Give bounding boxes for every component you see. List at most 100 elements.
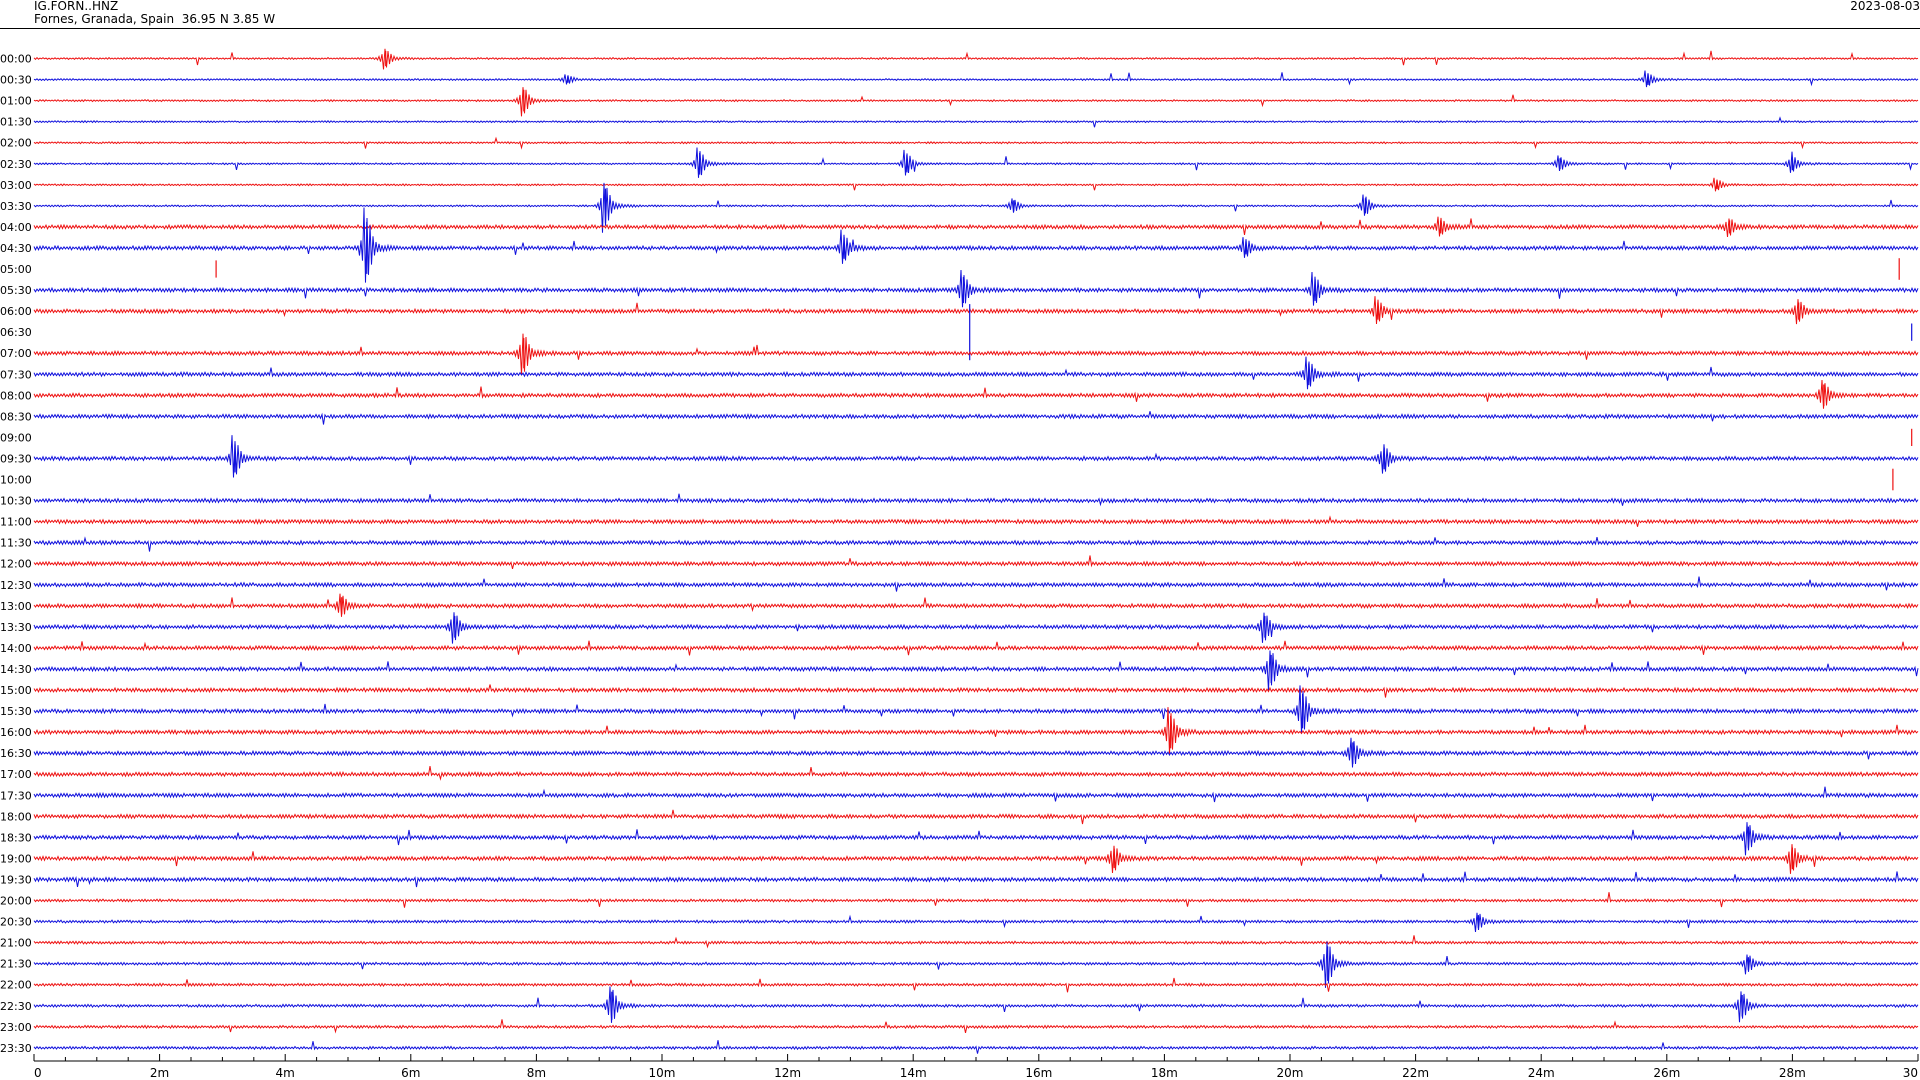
trace-line <box>33 707 1919 755</box>
row-time-label: 08:30 <box>0 410 32 423</box>
row-time-label: 09:00 <box>0 431 32 444</box>
row-time-label: 05:00 <box>0 263 32 276</box>
trace-line <box>33 177 1919 192</box>
trace-line <box>33 87 1919 117</box>
row-time-label: 12:00 <box>0 558 32 571</box>
row-time-label: 21:30 <box>0 958 32 971</box>
x-tick-label: 22m <box>1402 1066 1429 1080</box>
row-time-label: 22:30 <box>0 1000 32 1013</box>
row-time-label: 18:00 <box>0 810 32 823</box>
row-time-label: 04:00 <box>0 221 32 234</box>
row-time-label: 23:00 <box>0 1021 32 1034</box>
x-tick-label: 14m <box>900 1066 927 1080</box>
row-time-label: 07:30 <box>0 368 32 381</box>
trace-line <box>33 650 1919 692</box>
trace-line <box>33 435 1919 478</box>
row-time-label: 15:00 <box>0 684 32 697</box>
x-tick-label: 0 <box>34 1066 42 1080</box>
row-time-label: 20:00 <box>0 895 32 908</box>
trace-line <box>33 1019 1919 1034</box>
row-time-label: 11:00 <box>0 516 32 529</box>
row-time-label: 15:30 <box>0 705 32 718</box>
trace-line <box>33 515 1919 527</box>
row-time-label: 06:30 <box>0 326 32 339</box>
x-tick-label: 24m <box>1528 1066 1555 1080</box>
trace-line <box>33 977 1919 993</box>
row-time-label: 11:30 <box>0 537 32 550</box>
row-time-label: 22:00 <box>0 979 32 992</box>
x-tick-label: 18m <box>1151 1066 1178 1080</box>
row-time-label: 17:30 <box>0 789 32 802</box>
row-time-label: 05:30 <box>0 284 32 297</box>
trace-line <box>33 786 1919 803</box>
trace-line <box>33 844 1919 874</box>
trace-line <box>33 116 1919 128</box>
x-tick-label: 26m <box>1653 1066 1680 1080</box>
x-tick-label: 10m <box>649 1066 676 1080</box>
x-axis: 0 2m 4m 6m 8m 10m 12m 14m 16m 18m 20m 22m 24m 26m 28m 3… <box>33 1054 1919 1080</box>
row-time-label: 01:30 <box>0 116 32 129</box>
row-time-label: 01:00 <box>0 95 32 108</box>
trace-line <box>33 70 1919 88</box>
x-tick-label: 30 <box>1903 1066 1918 1080</box>
row-time-label: 18:30 <box>0 831 32 844</box>
trace-line <box>33 555 1919 570</box>
trace-line <box>33 147 1919 178</box>
trace-line <box>33 684 1919 698</box>
row-time-label: 10:30 <box>0 495 32 508</box>
trace-line <box>33 822 1919 856</box>
row-time-label: 08:00 <box>0 389 32 402</box>
row-time-label: 03:30 <box>0 200 32 213</box>
trace-line <box>33 809 1919 825</box>
trace-line <box>33 612 1919 644</box>
x-tick-label: 16m <box>1025 1066 1052 1080</box>
recording-date: 2023-08-03 <box>1850 0 1920 13</box>
trace-line <box>33 892 1919 908</box>
trace-line <box>33 411 1919 425</box>
trace-line <box>33 269 1919 308</box>
trace-line <box>33 935 1919 949</box>
x-tick-label: 28m <box>1779 1066 1806 1080</box>
row-time-label: 13:00 <box>0 600 32 613</box>
trace-line <box>33 912 1919 932</box>
header-divider <box>0 28 1920 29</box>
row-label-group: 00:00 00:30 01:00 01:30 02:00 02:30 03:00 03:30… <box>0 53 32 1055</box>
trace-line <box>33 766 1919 781</box>
row-time-label: 09:30 <box>0 452 32 465</box>
station-location: Fornes, Granada, Spain 36.95 N 3.85 W <box>34 12 276 26</box>
trace-line <box>33 379 1919 409</box>
trace-line <box>33 1040 1919 1054</box>
trace-line <box>33 593 1919 617</box>
row-time-label: 02:30 <box>0 158 32 171</box>
trace-line <box>33 986 1919 1023</box>
trace-line <box>33 333 1919 376</box>
trace-group <box>33 48 1919 1054</box>
row-time-label: 14:00 <box>0 642 32 655</box>
x-tick-label: 12m <box>774 1066 801 1080</box>
row-time-label: 16:30 <box>0 747 32 760</box>
trace-line <box>33 207 1919 283</box>
trace-line <box>33 182 1919 233</box>
trace-line <box>33 871 1919 888</box>
row-time-label: 19:00 <box>0 852 32 865</box>
row-time-label: 00:00 <box>0 53 32 66</box>
row-time-label: 23:30 <box>0 1042 32 1055</box>
row-time-label: 12:30 <box>0 579 32 592</box>
row-time-label: 16:00 <box>0 726 32 739</box>
x-tick-label: 6m <box>401 1066 420 1080</box>
trace-line <box>33 640 1919 656</box>
x-tick-label: 8m <box>527 1066 546 1080</box>
trace-line <box>33 48 1919 70</box>
row-time-label: 10:00 <box>0 474 32 487</box>
row-time-label: 17:00 <box>0 768 32 781</box>
row-time-label: 07:00 <box>0 347 32 360</box>
station-code: IG.FORN..HNZ <box>34 0 119 13</box>
row-time-label: 06:00 <box>0 305 32 318</box>
trace-line <box>33 941 1919 988</box>
row-time-label: 04:30 <box>0 242 32 255</box>
row-time-label: 03:00 <box>0 179 32 192</box>
row-time-label: 21:00 <box>0 937 32 950</box>
x-tick-label: 2m <box>150 1066 169 1080</box>
x-tick-label: 20m <box>1277 1066 1304 1080</box>
trace-line <box>33 296 1919 325</box>
